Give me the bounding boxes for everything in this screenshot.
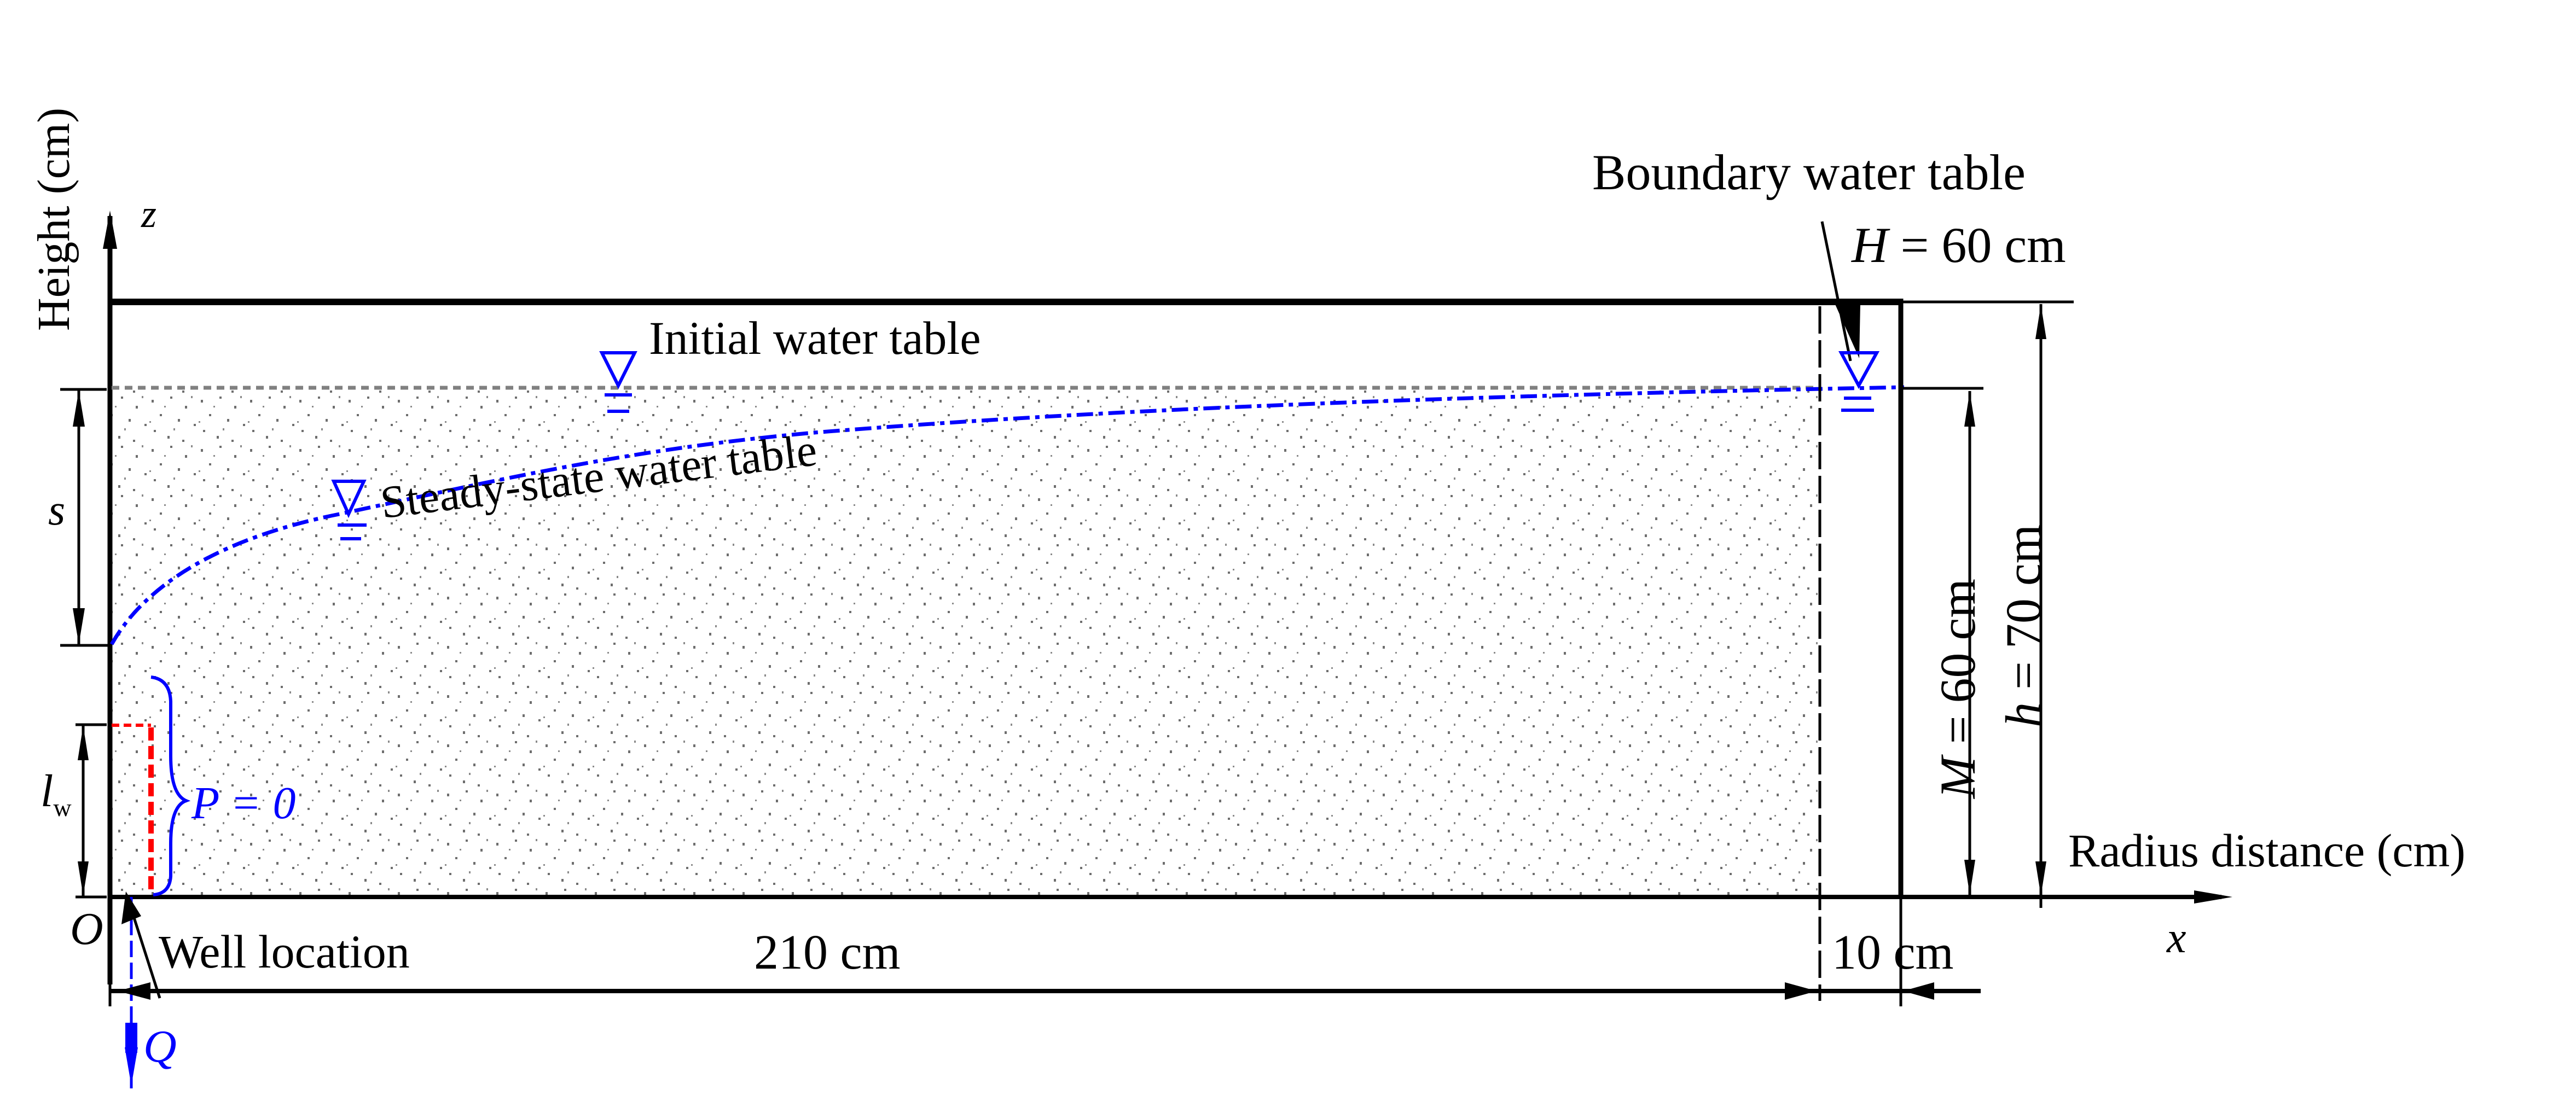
well-location-label: Well location (159, 925, 410, 978)
z-axis-arrowhead (103, 211, 117, 249)
reservoir-dim-arrow (1903, 982, 1934, 1000)
m-dim-arrow-bottom (1964, 860, 1975, 895)
discharge-arrow (125, 1047, 138, 1086)
tank-height-value: = 70 cm (1995, 524, 2051, 690)
steady-state-water-table-symbol (331, 480, 367, 540)
h-dim-arrow-bottom (2035, 861, 2046, 896)
drawdown-symbol: s (48, 486, 66, 534)
boundary-head-label: H = 60 cm (1852, 216, 2066, 274)
s-dim-arrow-bottom (73, 608, 85, 644)
s-dim-arrow-top (73, 391, 85, 427)
radial-dim-arrow-right (1785, 982, 1817, 1000)
boundary-head-value: = 60 cm (1900, 217, 2066, 273)
reservoir-width-label: 10 cm (1832, 925, 1954, 980)
discharge-symbol: Q (143, 1021, 177, 1072)
pressure-condition-label: P = 0 (192, 778, 296, 829)
origin-symbol: O (70, 904, 103, 954)
initial-water-table-symbol (599, 351, 637, 413)
boundary-leader-arrow (1834, 302, 1860, 358)
steady-state-water-table-curve (109, 385, 1905, 645)
aquifer-thickness-symbol: M (1930, 756, 1986, 799)
lw-dim-arrow-bottom (78, 861, 89, 896)
initial-water-table-label: Initial water table (649, 312, 981, 364)
x-axis-label: Radius distance (cm) (2068, 824, 2466, 877)
aquifer-thickness-value: = 60 cm (1930, 579, 1986, 744)
screen-length-subscript: w (53, 793, 72, 821)
x-axis-arrowhead (2194, 890, 2232, 904)
x-axis-symbol: x (2167, 914, 2186, 962)
tank-height-symbol: h (1995, 702, 2051, 727)
y-axis-label: Height (cm) (28, 107, 79, 331)
boundary-head-symbol: H (1852, 217, 1888, 273)
boundary-water-table-label: Boundary water table (1592, 144, 2026, 200)
well-location-leader-arrow (121, 891, 141, 924)
boundary-leader (1820, 221, 1852, 362)
screen-length-symbol: l (40, 766, 54, 817)
discharge-arrow-shaft (125, 1023, 137, 1053)
boundary-water-table-symbol (1838, 351, 1880, 412)
pressure-brace (150, 675, 191, 896)
radial-dim-arrow-left (118, 982, 150, 1000)
screen-length-label: lw (40, 765, 72, 822)
aquifer-sand-fill (112, 389, 1819, 896)
lw-dim-arrow-top (78, 726, 89, 760)
h-dim-arrow-top (2035, 305, 2046, 339)
m-dim-arrow-top (1964, 392, 1975, 427)
aquifer-thickness-label: M = 60 cm (1929, 579, 1987, 799)
tank-height-label: h = 70 cm (1994, 525, 2052, 727)
z-axis-symbol: z (141, 192, 157, 236)
radial-length-label: 210 cm (754, 925, 901, 980)
